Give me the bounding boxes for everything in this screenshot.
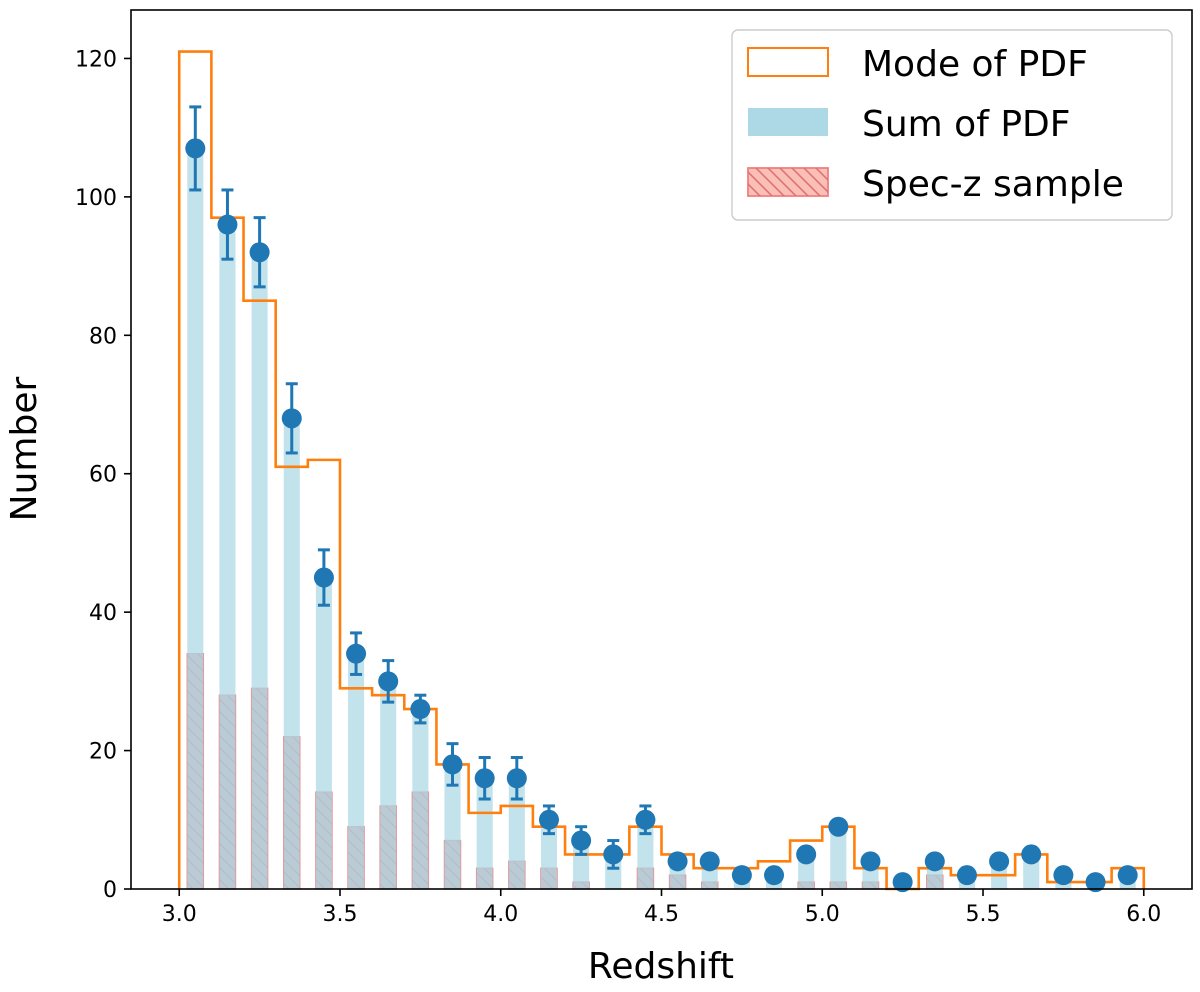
data-point: [989, 851, 1010, 872]
data-point: [217, 214, 238, 235]
legend-label-sum: Sum of PDF: [862, 104, 1070, 145]
y-axis-ticks: 0 20 40 60 80 100 120: [75, 47, 131, 903]
data-point: [699, 851, 720, 872]
y-tick-label: 80: [89, 324, 117, 349]
sum-of-pdf-bar: [219, 224, 236, 889]
y-tick-label: 40: [89, 601, 117, 626]
data-point: [796, 844, 817, 865]
sum-of-pdf-bar: [637, 819, 654, 889]
y-axis-label: Number: [4, 376, 45, 521]
data-point: [249, 242, 270, 263]
data-point: [635, 809, 656, 830]
data-point: [828, 816, 849, 837]
data-point: [667, 851, 688, 872]
x-tick-label: 3.0: [162, 902, 197, 927]
x-tick-label: 6.0: [1126, 902, 1161, 927]
data-point: [410, 699, 431, 720]
x-tick-label: 5.0: [805, 902, 840, 927]
sum-of-pdf-bar: [573, 840, 590, 889]
data-point: [603, 844, 624, 865]
data-point: [1085, 872, 1106, 893]
sum-of-pdf-bar: [380, 681, 397, 889]
legend: Mode of PDF Sum of PDF Spec-z sample: [731, 29, 1173, 221]
data-point: [313, 567, 334, 588]
data-point: [538, 809, 559, 830]
sum-of-pdf-bar: [830, 826, 847, 889]
x-axis-ticks: 3.0 3.5 4.0 4.5 5.0 5.5 6.0: [162, 889, 1161, 927]
data-point: [731, 865, 752, 886]
x-tick-label: 4.0: [483, 902, 518, 927]
y-tick-label: 120: [75, 47, 117, 72]
legend-swatch-sum: [748, 108, 828, 136]
legend-label-mode: Mode of PDF: [862, 44, 1088, 85]
data-point: [1021, 844, 1042, 865]
legend-swatch-spec-hatch: [748, 168, 828, 196]
sum-of-pdf-bar: [476, 778, 493, 889]
data-point: [892, 872, 913, 893]
data-point: [506, 768, 527, 789]
data-point: [281, 408, 302, 429]
legend-swatch-mode: [747, 47, 829, 77]
data-point: [346, 643, 367, 664]
sum-of-pdf-bar: [283, 418, 300, 889]
sum-of-pdf-bars: [187, 148, 1136, 890]
sum-of-pdf-bar: [187, 148, 204, 890]
data-point: [860, 851, 881, 872]
data-point: [956, 865, 977, 886]
x-tick-label: 3.5: [322, 902, 357, 927]
y-tick-label: 0: [103, 878, 117, 903]
data-point: [1117, 865, 1138, 886]
data-point: [378, 671, 399, 692]
data-point: [1053, 865, 1074, 886]
data-point: [442, 754, 463, 775]
data-point: [474, 768, 495, 789]
x-axis-label: Redshift: [588, 946, 734, 987]
sum-of-pdf-bar: [444, 764, 461, 889]
sum-of-pdf-bar: [348, 653, 365, 889]
sum-of-pdf-bar: [540, 819, 558, 889]
y-tick-label: 60: [89, 463, 117, 488]
legend-frame: [731, 29, 1173, 221]
data-point: [764, 865, 785, 886]
sum-of-pdf-bar: [315, 577, 332, 889]
y-tick-label: 100: [75, 186, 117, 211]
data-point: [185, 138, 206, 159]
sum-of-pdf-bar: [251, 252, 268, 890]
data-point: [924, 851, 945, 872]
sum-of-pdf-bar: [412, 709, 429, 889]
y-tick-label: 20: [89, 740, 117, 765]
data-point: [571, 830, 592, 851]
data-points: [185, 138, 1138, 893]
x-tick-label: 5.5: [966, 902, 1001, 927]
legend-label-spec: Spec-z sample: [862, 164, 1124, 205]
x-tick-label: 4.5: [644, 902, 679, 927]
